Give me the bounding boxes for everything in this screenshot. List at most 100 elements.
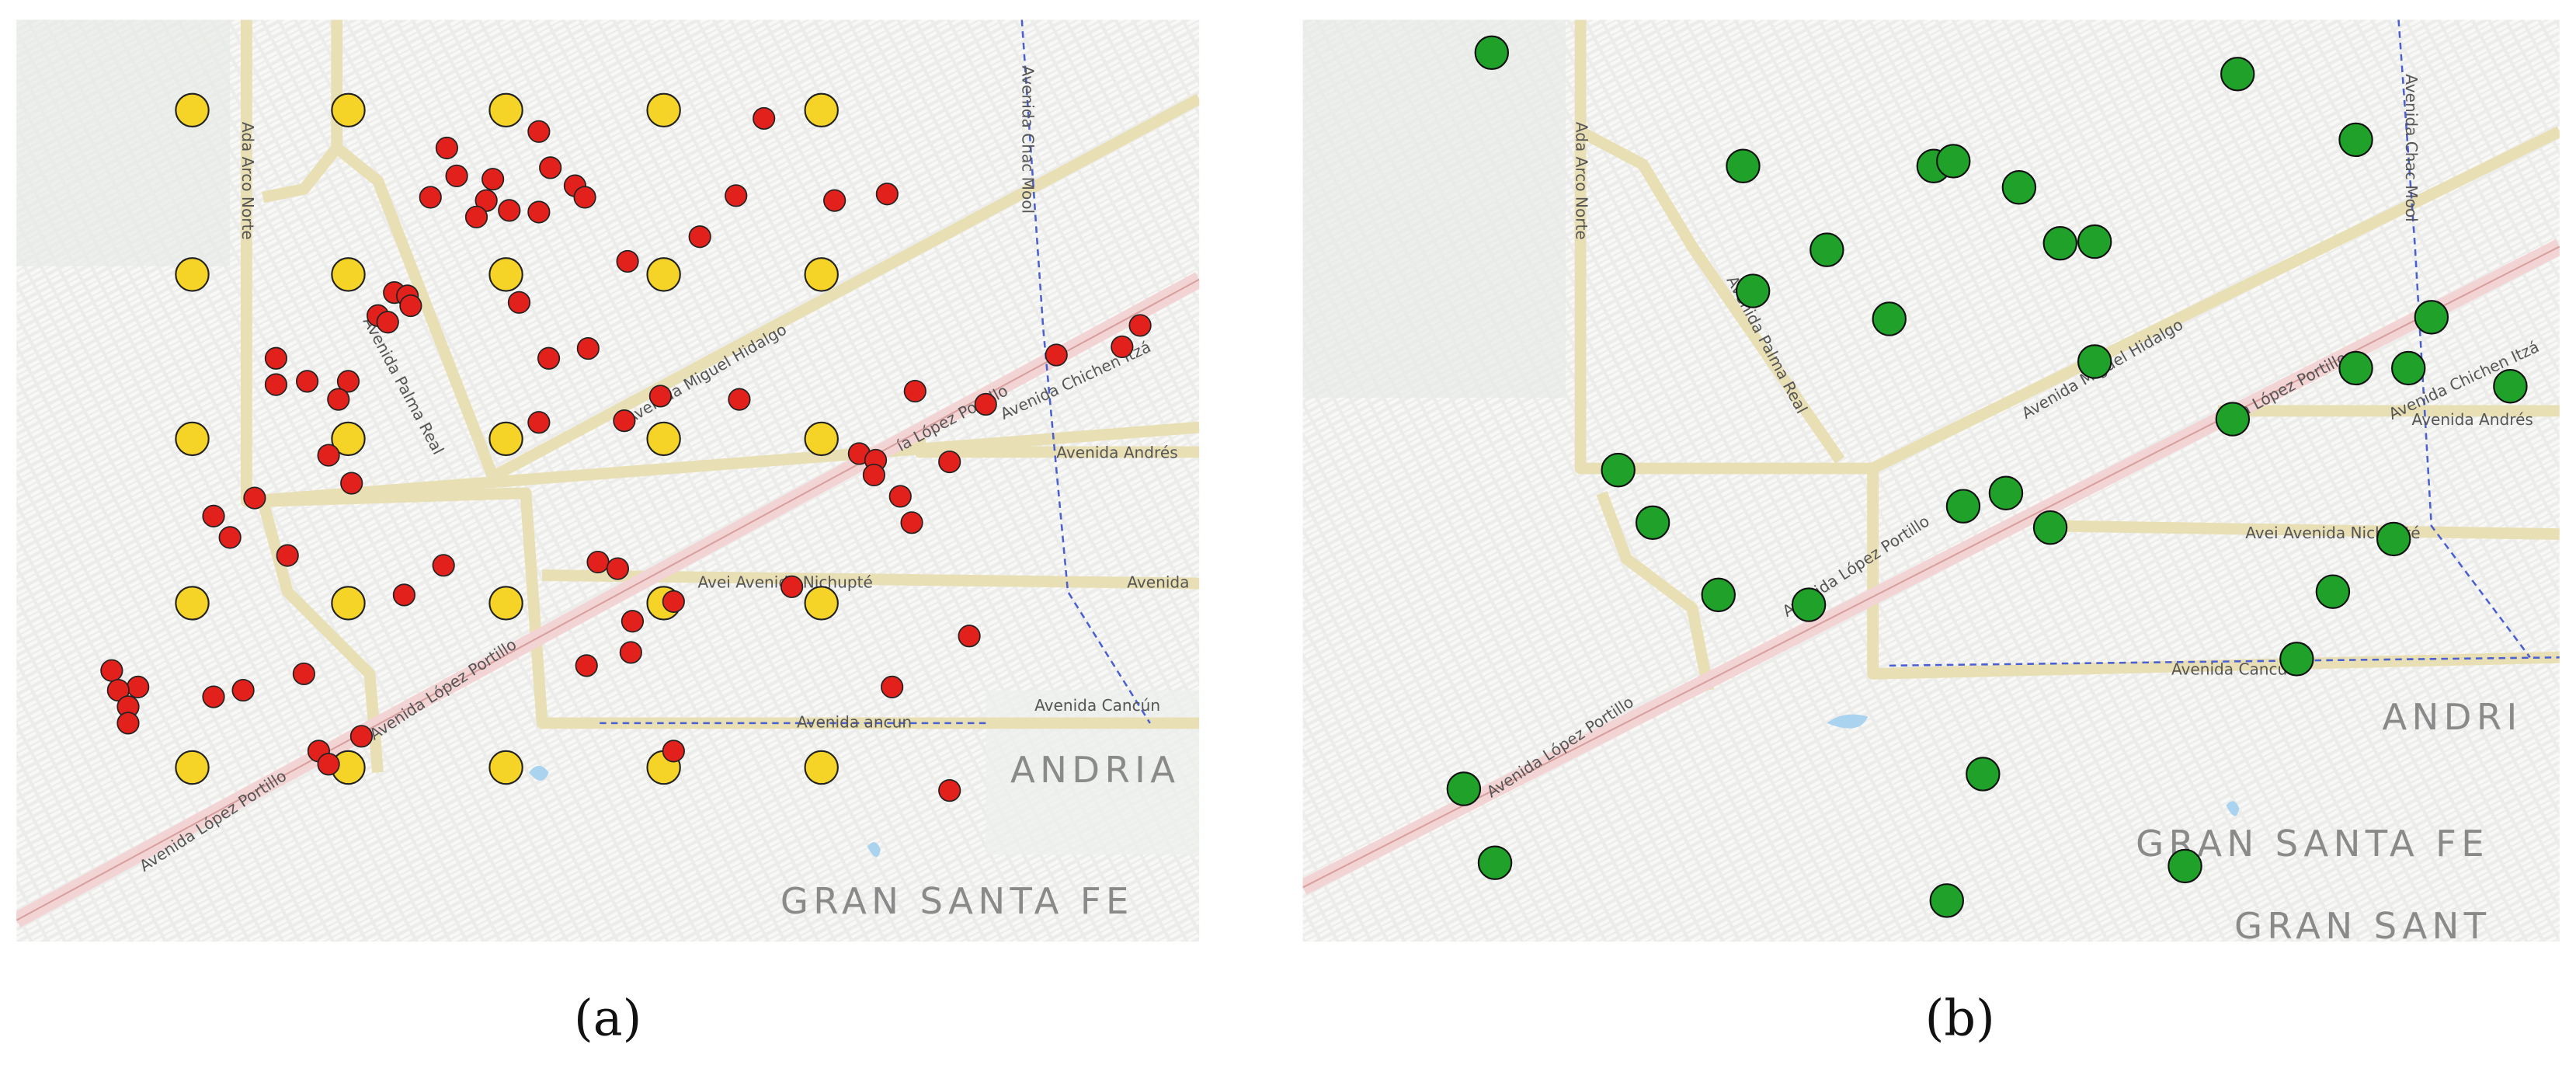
- station-marker: [1735, 273, 1771, 308]
- incident-marker: [938, 450, 961, 474]
- place-label: GRAN SANT: [2234, 905, 2491, 947]
- incident-marker: [127, 675, 150, 698]
- incident-marker: [958, 625, 981, 648]
- markers: [100, 92, 1152, 802]
- grid-marker: [646, 257, 681, 292]
- street-label: Avenida Cancún: [1034, 696, 1160, 715]
- incident-marker: [317, 753, 340, 776]
- grid-marker: [804, 257, 839, 292]
- grid-marker: [331, 92, 366, 128]
- incident-marker: [619, 641, 642, 664]
- station-marker: [2315, 574, 2351, 609]
- incident-marker: [573, 186, 596, 209]
- water: [2226, 801, 2240, 816]
- incident-marker: [507, 291, 531, 314]
- incident-marker: [292, 662, 315, 686]
- incident-marker: [317, 444, 340, 467]
- street-label: Avenida: [1127, 573, 1189, 592]
- street-label: Avenida Chac Mool: [2402, 74, 2421, 221]
- station-marker: [1701, 577, 1736, 613]
- incident-marker: [264, 346, 287, 370]
- incident-marker: [974, 392, 997, 416]
- grid-marker: [488, 421, 523, 457]
- station-marker: [2376, 521, 2411, 557]
- incident-marker: [116, 712, 140, 735]
- main-roads: [1574, 19, 2560, 692]
- station-marker: [2391, 350, 2426, 386]
- incident-marker: [445, 164, 468, 188]
- station-marker: [1601, 452, 1636, 488]
- incident-marker: [606, 557, 629, 580]
- boundary-line: [1889, 19, 2560, 667]
- station-marker: [2279, 642, 2314, 677]
- street-label: Ada Arco Norte: [238, 122, 257, 240]
- station-marker: [1936, 144, 1971, 179]
- incident-marker: [202, 504, 225, 527]
- place-label: ANDRIA: [1010, 749, 1180, 791]
- grid-marker: [488, 750, 523, 785]
- water: [529, 765, 549, 781]
- station-marker: [1966, 757, 2001, 792]
- incident-marker: [881, 675, 904, 698]
- grid-marker: [488, 586, 523, 621]
- place-label: ANDRI: [2382, 696, 2522, 738]
- place-label: GRAN SANTA FE: [780, 880, 1134, 922]
- incident-marker: [648, 385, 673, 408]
- incident-marker: [862, 463, 886, 487]
- incident-marker: [900, 511, 923, 534]
- station-marker: [2215, 402, 2251, 437]
- incident-marker: [888, 485, 912, 508]
- grid-marker: [804, 586, 839, 621]
- incident-marker: [435, 136, 458, 160]
- incident-marker: [575, 654, 598, 677]
- incident-marker: [100, 659, 123, 682]
- grid-marker: [331, 257, 366, 292]
- incident-marker: [481, 168, 505, 191]
- station-marker: [1474, 35, 1510, 71]
- incident-marker: [938, 779, 961, 802]
- incident-marker: [613, 409, 636, 433]
- open-area: [1302, 19, 1566, 399]
- station-marker: [2414, 300, 2449, 335]
- incident-marker: [586, 550, 610, 574]
- station-marker: [2338, 350, 2373, 386]
- station-marker: [2338, 122, 2373, 158]
- incident-marker: [903, 379, 926, 403]
- grid-marker: [646, 92, 681, 128]
- incident-marker: [616, 249, 639, 273]
- incident-marker: [327, 388, 350, 411]
- grid-marker: [175, 586, 210, 621]
- highway-edge: [16, 278, 1200, 921]
- grid-marker: [331, 421, 366, 457]
- station-marker: [2042, 225, 2077, 261]
- station-marker: [1872, 301, 1907, 336]
- station-marker: [2493, 369, 2528, 404]
- station-marker: [1635, 505, 1670, 541]
- caption: (a): [574, 989, 641, 1046]
- incident-marker: [537, 346, 561, 370]
- incident-marker: [376, 311, 399, 334]
- incident-marker: [539, 156, 562, 179]
- incident-marker: [295, 370, 319, 393]
- incident-marker: [218, 526, 242, 549]
- grid-marker: [175, 257, 210, 292]
- station-marker: [1809, 232, 1844, 267]
- incident-marker: [576, 336, 600, 360]
- grid-marker: [175, 750, 210, 785]
- street-label: Avenida ancun: [797, 712, 912, 731]
- incident-marker: [753, 106, 776, 131]
- incident-marker: [231, 678, 255, 702]
- street-label: Avenida Chac Mool: [1019, 66, 1038, 214]
- station-marker: [1929, 883, 1965, 918]
- incident-marker: [527, 200, 551, 224]
- water: [1827, 714, 1869, 729]
- incident-marker: [875, 183, 899, 206]
- station-marker: [1477, 845, 1513, 880]
- station-marker: [2032, 510, 2068, 545]
- station-marker: [1726, 148, 1761, 183]
- station-marker: [1945, 489, 1981, 524]
